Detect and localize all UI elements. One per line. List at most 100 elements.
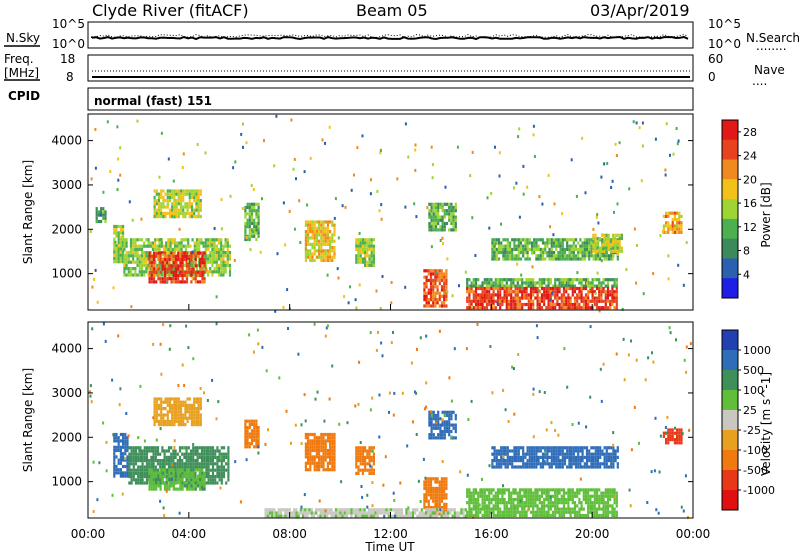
heatmap-cell [318,256,320,259]
heatmap-cell [322,240,324,243]
heatmap-cell [607,278,609,281]
heatmap-cell [528,492,530,495]
heatmap-cell [672,428,674,431]
heatmap-cell [495,278,497,281]
heatmap-cell [504,514,506,517]
heatmap-cell [154,404,156,407]
heatmap-cell [533,449,535,452]
heatmap-cell [482,504,484,507]
heatmap-cell [509,248,511,251]
scatter-cell [606,162,608,165]
heatmap-cell [608,446,610,449]
heatmap-cell [309,459,311,462]
heatmap-cell [331,446,333,449]
heatmap-cell [160,397,162,400]
heatmap-cell [603,492,605,495]
heatmap-cell [148,449,150,452]
scatter-cell [633,120,635,123]
heatmap-cell [521,511,523,514]
heatmap-cell [556,293,558,296]
heatmap-cell [468,287,470,290]
heatmap-cell [616,504,618,507]
heatmap-cell [139,267,141,270]
freq-tick-bottom: 8 [66,70,74,84]
station-title: Clyde River (fitACF) [92,1,249,20]
heatmap-cell [543,488,545,491]
heatmap-cell [512,492,514,495]
heatmap-cell [430,493,432,496]
heatmap-cell [597,254,599,257]
heatmap-cell [562,446,564,449]
heatmap-cell [251,235,253,238]
heatmap-cell [366,245,368,248]
heatmap-cell [331,246,333,249]
heatmap-cell [582,453,584,456]
heatmap-cell [220,257,222,260]
heatmap-cell [667,432,669,435]
heatmap-cell [173,209,175,212]
heatmap-cell [542,257,544,260]
heatmap-cell [318,249,320,252]
heatmap-cell [551,465,553,468]
heatmap-cell [164,252,166,255]
heatmap-cell [557,241,559,244]
scatter-cell [183,152,185,155]
heatmap-cell [433,209,435,212]
heatmap-cell [617,456,619,459]
heatmap-cell [305,240,307,243]
heatmap-cell [128,465,130,468]
heatmap-cell [490,488,492,491]
heatmap-cell [253,429,255,432]
heatmap-cell [189,196,191,199]
heatmap-cell [132,273,134,276]
heatmap-cell [475,306,477,309]
heatmap-cell [530,492,532,495]
heatmap-cell [585,495,587,498]
heatmap-cell [156,410,158,413]
heatmap-cell [541,281,543,284]
heatmap-cell [269,515,271,518]
scatter-cell [407,156,409,159]
heatmap-cell [160,196,162,199]
heatmap-cell [316,230,318,233]
heatmap-cell [617,449,619,452]
heatmap-cell [331,249,333,252]
heatmap-cell [588,465,590,468]
heatmap-cell [559,514,561,517]
heatmap-cell [355,456,357,459]
heatmap-cell [578,297,580,300]
heatmap-cell [130,273,132,276]
heatmap-cell [160,189,162,192]
heatmap-cell [486,297,488,300]
heatmap-cell [160,280,162,283]
heatmap-cell [174,248,176,251]
heatmap-cell [616,498,618,501]
heatmap-cell [307,452,309,455]
heatmap-cell [189,407,191,410]
heatmap-cell [506,511,508,514]
heatmap-cell [443,288,445,291]
heatmap-cell [189,199,191,202]
heatmap-cell [486,300,488,303]
heatmap-cell [610,254,612,257]
heatmap-cell [205,453,207,456]
heatmap-cell [164,462,166,465]
heatmap-cell [322,259,324,262]
heatmap-cell [320,227,322,230]
heatmap-cell [442,411,444,414]
heatmap-cell [466,306,468,309]
heatmap-cell [227,251,229,254]
heatmap-cell [162,261,164,264]
heatmap-cell [170,456,172,459]
heatmap-cell [581,306,583,309]
heatmap-cell [187,189,189,192]
heatmap-cell [586,449,588,452]
heatmap-cell [357,472,359,475]
heatmap-cell [160,410,162,413]
scatter-cell [592,228,594,231]
heatmap-cell [159,245,161,248]
heatmap-cell [139,475,141,478]
heatmap-cell [669,428,671,431]
heatmap-cell [423,285,425,288]
